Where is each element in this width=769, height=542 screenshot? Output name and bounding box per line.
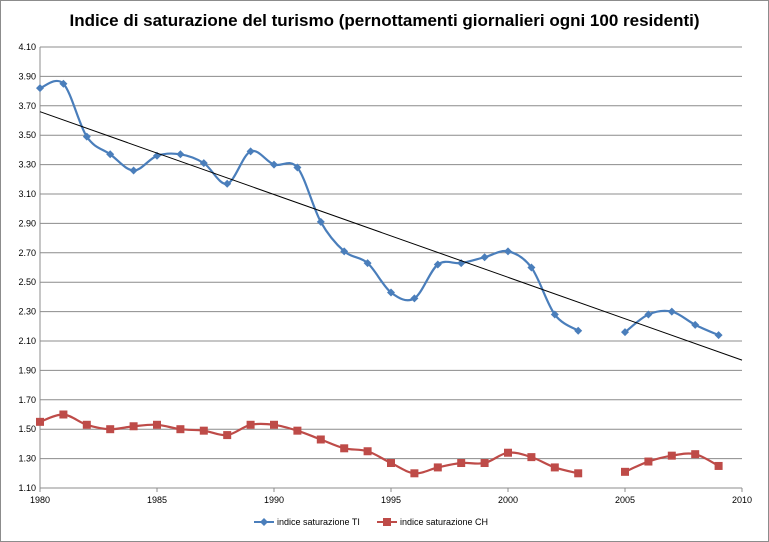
data-point [176, 425, 185, 434]
data-point [504, 448, 512, 457]
legend-marker [383, 518, 391, 526]
data-point [433, 260, 442, 269]
x-tick-label: 1985 [147, 495, 167, 505]
data-point [293, 426, 302, 435]
x-tick-label: 2005 [615, 495, 635, 505]
legend-label: indice saturazione TI [277, 517, 360, 527]
series-ch [36, 410, 723, 478]
y-tick-label: 1.90 [18, 365, 36, 375]
x-tick-label: 1980 [30, 495, 50, 505]
y-tick-label: 2.50 [18, 277, 36, 287]
data-point [550, 310, 559, 319]
data-point [176, 150, 185, 159]
data-point [340, 444, 349, 453]
data-point [667, 451, 676, 460]
legend: indice saturazione TI indice saturazione … [254, 517, 488, 527]
data-point [223, 431, 232, 440]
y-tick-label: 3.90 [18, 71, 36, 81]
data-point [153, 420, 161, 429]
y-tick-label: 1.30 [18, 454, 36, 464]
legend-marker [260, 518, 268, 526]
x-tick-label: 2000 [498, 495, 518, 505]
data-point [363, 447, 372, 456]
data-point [644, 457, 653, 466]
y-tick-label: 2.90 [18, 218, 36, 228]
series-line [39, 413, 579, 475]
data-point [527, 453, 536, 462]
data-point [363, 259, 372, 268]
data-point [129, 422, 138, 431]
data-point [621, 467, 629, 476]
data-point [316, 435, 325, 444]
data-point [387, 459, 395, 468]
data-point [550, 463, 559, 472]
y-tick-label: 4.10 [18, 42, 36, 52]
data-point [480, 459, 489, 468]
data-point [621, 328, 629, 337]
data-point [270, 160, 278, 169]
x-tick-label: 1995 [381, 495, 401, 505]
data-point [457, 459, 466, 468]
x-tick-label: 1990 [264, 495, 284, 505]
data-point [82, 420, 91, 429]
series-ti [36, 79, 723, 340]
data-point [270, 420, 278, 429]
data-point [293, 163, 302, 172]
data-point [199, 426, 208, 435]
data-point [59, 410, 68, 419]
series-line [39, 79, 579, 332]
y-tick-label: 2.70 [18, 248, 36, 258]
data-point [223, 179, 232, 188]
y-tick-label: 3.70 [18, 101, 36, 111]
data-point [36, 84, 44, 93]
data-point [410, 469, 419, 478]
data-point [691, 320, 700, 329]
data-point [129, 166, 138, 175]
data-point [574, 469, 583, 478]
data-point [316, 217, 325, 226]
y-tick-label: 3.10 [18, 189, 36, 199]
data-point [59, 79, 68, 88]
y-tick-label: 3.30 [18, 160, 36, 170]
data-point [644, 310, 653, 319]
data-point [246, 147, 255, 156]
data-point [82, 132, 91, 141]
data-point [246, 420, 255, 429]
data-point [387, 288, 395, 297]
data-point [340, 247, 349, 256]
x-tick-label: 2010 [732, 495, 752, 505]
data-point [106, 425, 115, 434]
data-point [504, 247, 512, 256]
data-point [714, 331, 723, 340]
data-point [480, 253, 489, 262]
data-point [106, 150, 115, 159]
y-tick-label: 1.70 [18, 395, 36, 405]
chart-title: Indice di saturazione del turismo (perno… [69, 11, 700, 30]
data-point [714, 461, 723, 470]
data-point [433, 463, 442, 472]
data-point [199, 159, 208, 168]
trendline [39, 111, 743, 361]
legend-label: indice saturazione CH [400, 517, 488, 527]
y-tick-label: 1.10 [18, 483, 36, 493]
data-point [527, 263, 536, 272]
y-tick-label: 2.10 [18, 336, 36, 346]
y-tick-label: 3.50 [18, 130, 36, 140]
y-tick-label: 2.30 [18, 307, 36, 317]
y-tick-label: 1.50 [18, 424, 36, 434]
data-point [574, 326, 583, 335]
data-point [410, 294, 419, 303]
data-point [667, 307, 676, 316]
data-point [691, 450, 700, 459]
data-point [36, 417, 44, 426]
